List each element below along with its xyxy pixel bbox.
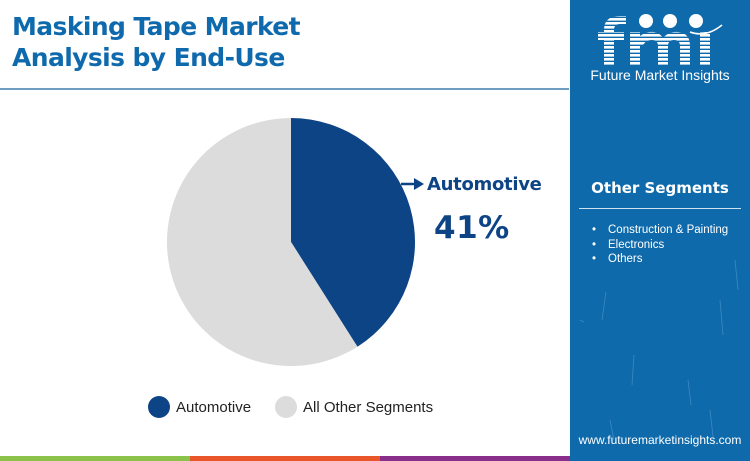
legend-item-other: All Other Segments <box>275 396 433 418</box>
callout-value: 41% <box>434 210 510 246</box>
legend-swatch <box>148 396 170 418</box>
list-item: • Construction & Painting <box>592 224 729 236</box>
bar-segment-green <box>0 456 190 461</box>
list-item: • Others <box>592 253 643 265</box>
callout-label: Automotive <box>427 174 542 195</box>
legend-label: All Other Segments <box>303 398 434 416</box>
side-divider <box>579 208 741 209</box>
brand-name: Future Market Insights <box>590 67 730 83</box>
title-divider <box>0 88 569 90</box>
legend-item-automotive: Automotive <box>148 396 251 418</box>
bullet-icon: • <box>592 253 597 265</box>
other-segments-heading: Other Segments <box>591 179 729 197</box>
pie-slice-automotive <box>291 118 415 347</box>
legend-label: Automotive <box>176 398 252 416</box>
fmi-logo <box>598 14 723 66</box>
chart-title-line2: Analysis by End-Use <box>12 43 285 72</box>
pie-chart <box>166 118 415 366</box>
bullet-icon: • <box>592 224 597 236</box>
pie-slice-all-other-segments <box>166 118 358 366</box>
bullet-icon: • <box>592 238 597 251</box>
legend-swatch <box>275 396 298 418</box>
brand-side-panel: Future Market Insights Other Segments • C… <box>570 0 750 461</box>
other-segments-list: • Construction & Painting • Electronics • O… <box>592 223 728 267</box>
website-link[interactable]: www.futuremarketinsights.com <box>578 433 742 447</box>
list-item: • Electronics <box>592 238 665 251</box>
chart-title-line1: Masking Tape Market <box>12 12 301 41</box>
bar-segment-orange <box>190 456 380 461</box>
bar-segment-purple <box>380 456 570 461</box>
chart-legend: Automotive All Other Segments <box>148 396 457 418</box>
bottom-color-bar <box>0 456 570 461</box>
arrow-right-icon <box>401 178 424 190</box>
chart-title: Masking Tape Market Analysis by End-Use <box>12 11 301 73</box>
